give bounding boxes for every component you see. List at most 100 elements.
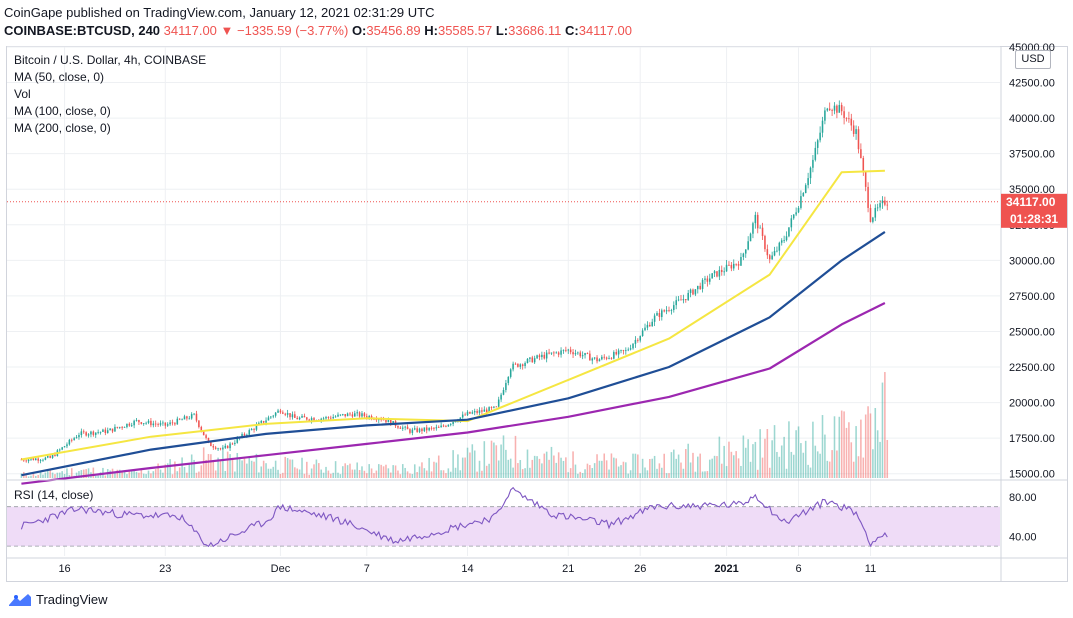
currency-button[interactable]: USD — [1015, 50, 1051, 69]
candle — [109, 428, 111, 431]
candle — [342, 413, 344, 416]
candle-body — [270, 416, 272, 418]
volume-bar — [543, 453, 546, 478]
volume-bar — [790, 451, 793, 478]
candle — [560, 347, 562, 358]
legend-vol[interactable]: Vol — [14, 87, 31, 101]
tradingview-brand: TradingView — [36, 592, 108, 607]
candle-body — [629, 348, 632, 350]
tradingview-logo[interactable]: TradingView — [8, 592, 108, 607]
candle — [493, 406, 495, 409]
volume-bar — [190, 454, 193, 478]
candle — [313, 416, 315, 421]
candle — [840, 102, 843, 116]
candle-body — [332, 417, 334, 419]
volume-bar — [728, 441, 730, 478]
volume-bar — [843, 411, 845, 478]
candle-body — [658, 313, 661, 318]
volume-bar — [320, 469, 322, 478]
candle-body — [661, 310, 663, 318]
candle-body — [613, 352, 615, 359]
volume-bar — [375, 470, 378, 478]
candle-body — [632, 343, 634, 349]
candle-body — [627, 349, 630, 351]
volume-bar — [445, 473, 447, 478]
candle-body — [35, 458, 37, 461]
candle — [627, 347, 630, 352]
candle-body — [406, 426, 409, 430]
candle — [267, 415, 270, 421]
legend-ma100[interactable]: MA (100, close, 0) — [14, 104, 111, 118]
candle — [128, 422, 131, 427]
legend-ma50[interactable]: MA (50, close, 0) — [14, 70, 105, 84]
candle — [850, 113, 853, 131]
candle-body — [387, 419, 390, 423]
volume-bar — [593, 463, 596, 478]
volume-bar — [315, 459, 318, 478]
volume-bar — [442, 470, 445, 478]
publisher-line: CoinGape published on TradingView.com, J… — [4, 5, 435, 20]
volume-bar — [497, 460, 500, 478]
volume-bar — [507, 459, 510, 478]
candle-body — [198, 420, 200, 427]
candle — [411, 427, 414, 436]
volume-bar — [389, 472, 392, 478]
candle — [294, 411, 296, 418]
candle-body — [469, 411, 471, 414]
legend-ma200[interactable]: MA (200, close, 0) — [14, 121, 111, 135]
candle-body — [862, 158, 865, 173]
volume-bar — [668, 473, 670, 478]
candle — [66, 442, 68, 449]
candle-body — [543, 354, 546, 359]
candle — [716, 271, 718, 278]
grid — [7, 46, 1000, 556]
volume-bar — [677, 454, 680, 478]
candle-body — [66, 444, 68, 447]
candle — [723, 267, 725, 276]
candle — [685, 299, 687, 303]
volume-bar — [680, 462, 682, 478]
volume-bar — [502, 435, 505, 478]
volume-bar — [212, 460, 215, 478]
volume-bar — [665, 473, 668, 478]
candle — [694, 289, 697, 297]
volume-bar — [349, 463, 351, 478]
candle-body — [114, 426, 116, 432]
candle-body — [740, 257, 742, 266]
candle — [111, 428, 114, 434]
volume-bar — [634, 453, 637, 478]
volume-bar — [258, 472, 260, 478]
volume-bar — [836, 450, 838, 478]
candle-body — [783, 240, 785, 241]
candle — [195, 410, 198, 423]
candle-body — [70, 439, 73, 441]
candle — [418, 427, 421, 434]
volume-bar — [109, 470, 111, 478]
volume-bar — [716, 456, 718, 478]
candle — [39, 459, 42, 464]
candle-body — [473, 411, 476, 413]
candle-body — [776, 250, 778, 252]
rsi-line — [20, 486, 888, 548]
candle — [214, 445, 217, 450]
candle — [524, 361, 526, 369]
candle — [253, 427, 255, 433]
volume-bar — [241, 460, 243, 478]
candle — [135, 417, 138, 422]
volume-bar — [291, 459, 294, 478]
volume-bar — [416, 472, 418, 478]
candle-body — [610, 357, 613, 359]
candle-body — [716, 271, 718, 277]
candle-body — [183, 416, 186, 420]
candle-body — [708, 278, 711, 282]
candle-body — [864, 172, 867, 187]
rsi-legend[interactable]: RSI (14, close) — [14, 488, 94, 502]
candle-body — [294, 414, 296, 418]
candle-body — [840, 105, 843, 112]
volume-bar — [255, 453, 258, 478]
candle — [675, 296, 677, 310]
candle — [608, 355, 610, 360]
volume-bar — [730, 451, 733, 478]
candle-body — [541, 354, 543, 358]
